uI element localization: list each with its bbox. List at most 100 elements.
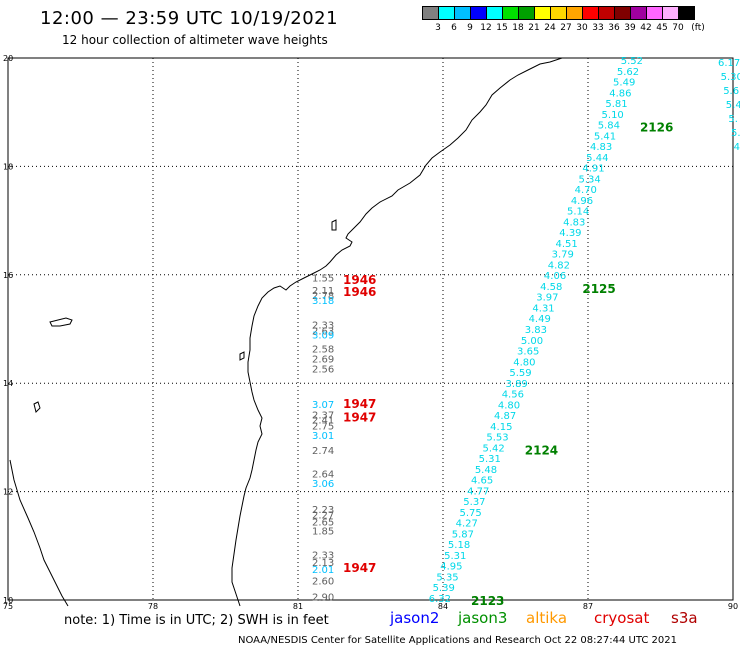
- wave-height-value: 2.64: [312, 469, 334, 480]
- wave-height-value: 2.01: [312, 565, 334, 576]
- pass-time-label: 2123: [471, 594, 504, 608]
- wave-height-value: 2.33: [312, 321, 334, 332]
- wave-height-value: 4.58: [540, 282, 562, 293]
- coastal-track: 1.552.112.783.182.332.633.092.582.692.56…: [312, 273, 376, 603]
- island-small-2: [239, 351, 245, 361]
- legend-label: 15: [496, 23, 508, 33]
- pass-time-label: 1947: [343, 410, 376, 424]
- wave-height-value: 1.55: [312, 274, 334, 285]
- map-frame: [7, 57, 734, 601]
- legend-swatch: [678, 6, 695, 20]
- lon-label: 87: [583, 602, 593, 610]
- coastline: [231, 57, 563, 607]
- satellite-jason3: jason3: [458, 609, 508, 627]
- legend-label: 70: [672, 23, 684, 33]
- wave-height-value: 4.83: [590, 142, 612, 153]
- wave-height-value: 2.13: [312, 558, 334, 569]
- wave-height-value: 5.34: [578, 174, 600, 185]
- wave-height-value: 4.87: [494, 411, 516, 422]
- legend-label: 36: [608, 23, 620, 33]
- legend-label: 9: [467, 23, 473, 33]
- wave-height-value: 5.53: [486, 433, 508, 444]
- wave-height-value: 4.77: [467, 486, 489, 497]
- wave-height-value: 2.23: [312, 505, 334, 516]
- legend-label: 3: [435, 23, 441, 33]
- wave-height-value: 2.56: [312, 365, 334, 376]
- wave-height-value: 2.75: [312, 422, 334, 433]
- legend-labels: 3 6 9 12 15 18 21 24 27 30 33 36 39 42 45 70 (ft): [422, 20, 705, 34]
- right-track: 6.175.305.65.45.5.4: [718, 58, 740, 153]
- wave-height-value: 4.56: [502, 390, 524, 401]
- credit-line: NOAA/NESDIS Center for Satellite Applica…: [238, 635, 677, 646]
- wave-height-value: 2.37: [312, 411, 334, 422]
- lat-label: 20: [3, 54, 13, 63]
- wave-height-value: 2.11: [312, 286, 334, 297]
- footer-note: note: 1) Time is in UTC; 2) SWH is in fe…: [64, 613, 329, 628]
- wave-height-value: 5.44: [586, 153, 608, 164]
- map-subtitle: 12 hour collection of altimeter wave hei…: [62, 33, 328, 47]
- wave-height-value: 5.81: [605, 99, 627, 110]
- legend-label: 45: [656, 23, 668, 33]
- pass-time-label: 1946: [343, 273, 376, 287]
- wave-height-value: 4.82: [548, 260, 570, 271]
- wave-height-value: 5.84: [598, 121, 620, 132]
- wave-height-value: 3.97: [536, 293, 558, 304]
- lon-label: 75: [3, 602, 13, 610]
- wave-height-value: 4: [734, 142, 740, 153]
- wave-height-value: 3.79: [552, 250, 574, 261]
- island: [49, 317, 73, 327]
- wave-height-value: 4.31: [532, 303, 554, 314]
- wave-height-value: 5.: [728, 114, 738, 125]
- wave-height-value: 5.41: [594, 131, 616, 142]
- lat-lon-grid: [7, 57, 734, 601]
- wave-height-value: 2.90: [312, 592, 334, 603]
- legend-label: 21: [528, 23, 540, 33]
- satellite-altika: altika: [526, 609, 568, 627]
- wave-height-value: 6.17: [718, 58, 740, 69]
- wave-height-value: 2.27: [312, 510, 334, 521]
- wave-height-value: 5.62: [617, 67, 639, 78]
- lon-label: 90: [728, 602, 738, 610]
- wave-height-value: 4.65: [471, 476, 493, 487]
- wave-height-value: 5.31: [479, 454, 501, 465]
- pass-time-label: 2126: [640, 121, 673, 135]
- map-title: 12:00 — 23:59 UTC 10/19/2021: [40, 8, 339, 29]
- wave-height-value: 4.95: [440, 562, 462, 573]
- pass-time-label: 1947: [343, 397, 376, 411]
- wave-height-value: 6.32: [429, 594, 451, 605]
- legend-label: 30: [576, 23, 588, 33]
- wave-height-value: 5.00: [521, 336, 543, 347]
- wave-height-value: 2.33: [312, 551, 334, 562]
- wave-height-value: 3.89: [506, 379, 528, 390]
- wave-height-value: 5.52: [621, 56, 643, 67]
- wave-height-value: 4.51: [555, 239, 577, 250]
- lon-label: 78: [148, 602, 158, 610]
- legend-label: 12: [480, 23, 492, 33]
- pass-time-label: 1947: [343, 561, 376, 575]
- legend-label: 42: [640, 23, 652, 33]
- pass-time-label: 2124: [525, 443, 558, 457]
- legend-label: 39: [624, 23, 636, 33]
- wave-height-value: 2.41: [312, 416, 334, 427]
- wave-height-value: 5.48: [475, 465, 497, 476]
- lat-label: 12: [3, 488, 13, 497]
- wave-height-value: 5.59: [509, 368, 531, 379]
- wave-height-value: 4.15: [490, 422, 512, 433]
- color-legend: 3 6 9 12 15 18 21 24 27 30 33 36 39 42 45 70 (ft): [422, 6, 705, 34]
- wave-height-value: 5.30: [721, 72, 740, 83]
- island-small-3: [331, 219, 337, 231]
- wave-height-value: 3.65: [517, 347, 539, 358]
- wave-height-value: 4.86: [609, 88, 631, 99]
- wave-height-value: 4.27: [456, 519, 478, 530]
- lon-label: 84: [438, 602, 448, 610]
- wave-height-value: 5.4: [726, 100, 740, 111]
- wave-height-value: 4.80: [513, 357, 535, 368]
- wave-height-value: 2.78: [312, 291, 334, 302]
- island-small: [33, 401, 41, 413]
- wave-height-value: 4.49: [529, 314, 551, 325]
- satellite-jason2: jason2: [390, 609, 440, 627]
- wave-height-value: 5.87: [452, 529, 474, 540]
- wave-height-value: 3.18: [312, 296, 334, 307]
- wave-height-value: 4.83: [563, 217, 585, 228]
